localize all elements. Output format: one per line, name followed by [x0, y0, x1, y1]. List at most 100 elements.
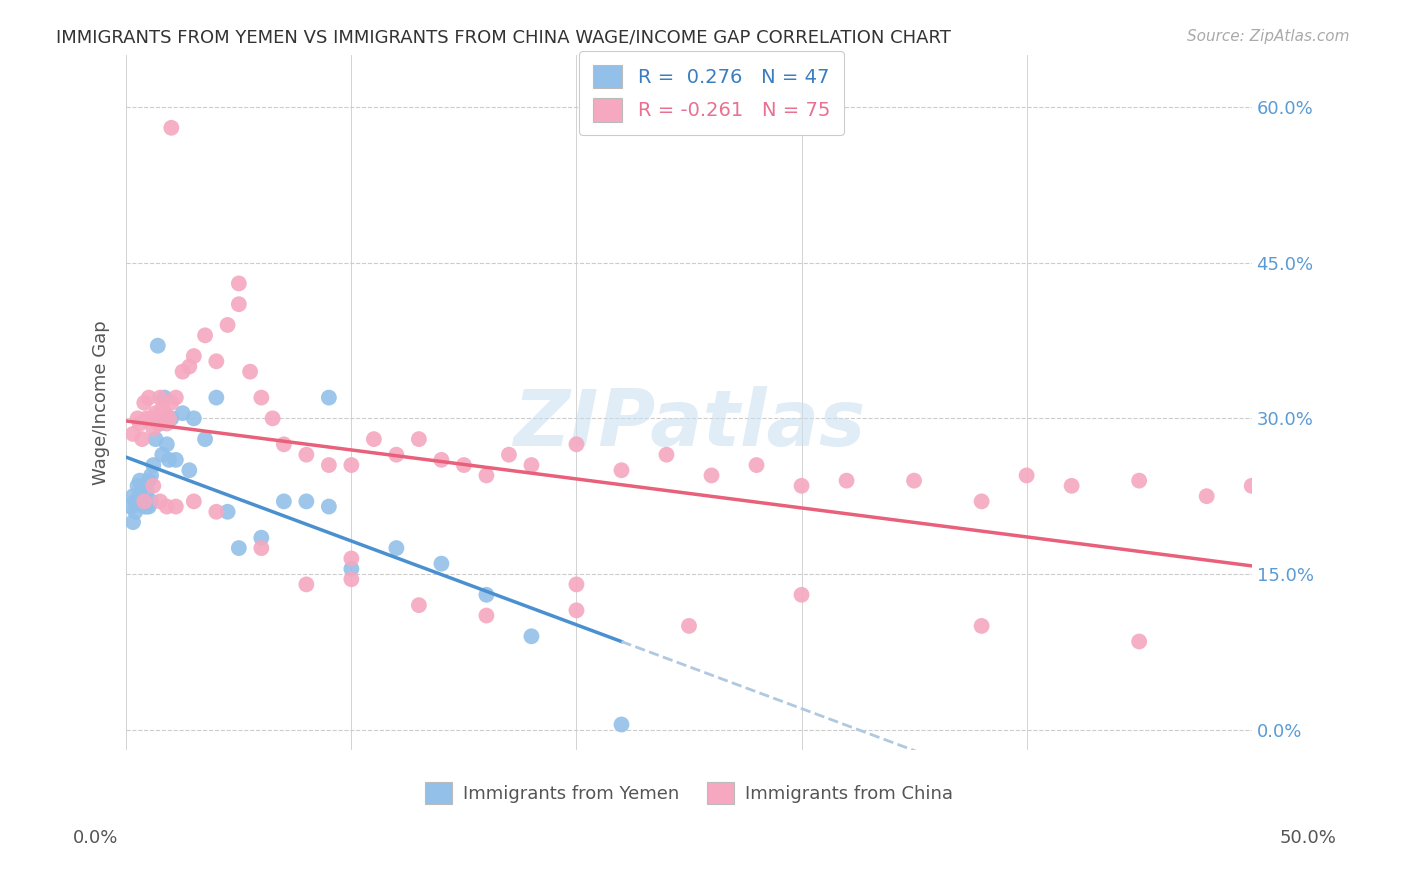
Point [134, 494, 156, 508]
Point [127, 411, 149, 425]
Point [408, 432, 430, 446]
Point [340, 551, 363, 566]
Point [1128, 634, 1150, 648]
Point [146, 339, 169, 353]
Point [273, 437, 295, 451]
Point [135, 411, 157, 425]
Point [135, 483, 157, 498]
Point [127, 494, 149, 508]
Point [122, 489, 145, 503]
Point [408, 598, 430, 612]
Point [453, 458, 475, 472]
Point [228, 297, 250, 311]
Point [970, 494, 993, 508]
Text: 0.0%: 0.0% [73, 829, 118, 847]
Point [139, 494, 162, 508]
Point [340, 572, 363, 586]
Point [318, 500, 340, 514]
Point [183, 349, 205, 363]
Point [295, 448, 318, 462]
Point [228, 541, 250, 555]
Point [142, 422, 165, 436]
Point [194, 432, 217, 446]
Point [262, 411, 284, 425]
Point [134, 494, 156, 508]
Point [156, 417, 179, 431]
Point [172, 406, 194, 420]
Point [165, 500, 187, 514]
Point [153, 406, 176, 420]
Point [475, 588, 498, 602]
Point [970, 619, 993, 633]
Point [145, 432, 167, 446]
Point [124, 505, 146, 519]
Point [565, 603, 588, 617]
Point [475, 608, 498, 623]
Point [150, 448, 173, 462]
Point [139, 411, 162, 425]
Point [790, 588, 813, 602]
Point [134, 396, 156, 410]
Y-axis label: Wage/Income Gap: Wage/Income Gap [93, 320, 110, 485]
Point [430, 557, 453, 571]
Point [128, 417, 150, 431]
Point [120, 500, 142, 514]
Point [156, 500, 179, 514]
Point [135, 500, 157, 514]
Point [160, 411, 183, 425]
Point [295, 577, 318, 591]
Point [131, 479, 153, 493]
Point [122, 515, 145, 529]
Point [142, 479, 165, 493]
Point [157, 453, 180, 467]
Point [122, 426, 145, 441]
Point [610, 463, 633, 477]
Point [128, 489, 150, 503]
Point [139, 468, 162, 483]
Point [295, 494, 318, 508]
Point [153, 391, 176, 405]
Legend: Immigrants from Yemen, Immigrants from China: Immigrants from Yemen, Immigrants from C… [418, 774, 960, 811]
Point [138, 474, 160, 488]
Text: IMMIGRANTS FROM YEMEN VS IMMIGRANTS FROM CHINA WAGE/INCOME GAP CORRELATION CHART: IMMIGRANTS FROM YEMEN VS IMMIGRANTS FROM… [56, 29, 950, 46]
Point [1240, 479, 1263, 493]
Point [183, 494, 205, 508]
Point [194, 328, 217, 343]
Point [790, 479, 813, 493]
Point [520, 629, 543, 643]
Point [678, 619, 700, 633]
Point [498, 448, 520, 462]
Point [160, 396, 183, 410]
Point [565, 437, 588, 451]
Point [128, 474, 150, 488]
Point [1015, 468, 1038, 483]
Point [150, 401, 173, 415]
Point [1195, 489, 1218, 503]
Point [250, 531, 273, 545]
Point [157, 411, 180, 425]
Point [700, 468, 723, 483]
Point [1060, 479, 1083, 493]
Point [145, 406, 167, 420]
Text: ZIPatlas: ZIPatlas [513, 385, 865, 462]
Point [156, 437, 179, 451]
Point [565, 577, 588, 591]
Point [165, 453, 187, 467]
Text: Source: ZipAtlas.com: Source: ZipAtlas.com [1187, 29, 1350, 44]
Point [385, 448, 408, 462]
Text: 50.0%: 50.0% [1279, 829, 1336, 847]
Point [610, 717, 633, 731]
Point [142, 458, 165, 472]
Point [655, 448, 678, 462]
Point [146, 417, 169, 431]
Point [165, 391, 187, 405]
Point [340, 458, 363, 472]
Point [134, 500, 156, 514]
Point [172, 365, 194, 379]
Point [131, 432, 153, 446]
Point [179, 463, 201, 477]
Point [363, 432, 385, 446]
Point [205, 391, 228, 405]
Point [160, 120, 183, 135]
Point [228, 277, 250, 291]
